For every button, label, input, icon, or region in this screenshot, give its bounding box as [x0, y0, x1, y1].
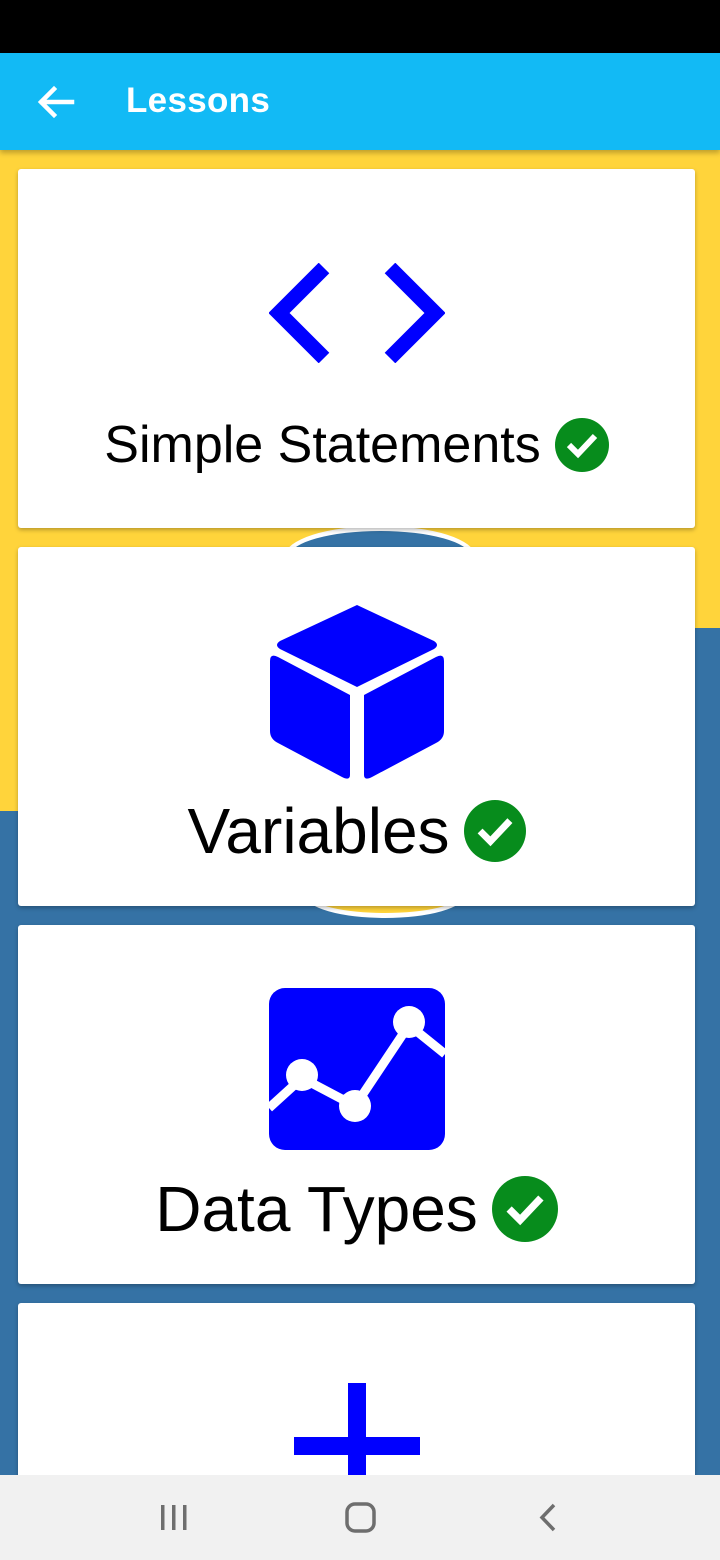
plus-icon	[293, 1383, 420, 1475]
lesson-card-variables[interactable]: Variables	[18, 547, 695, 906]
lesson-list[interactable]: Simple Statements Variables	[0, 150, 720, 1475]
page-title: Lessons	[126, 81, 271, 120]
check-circle-icon	[554, 418, 609, 472]
check-circle-icon	[491, 1176, 558, 1242]
lesson-label: Simple Statements	[18, 415, 695, 475]
line-chart-icon	[268, 988, 445, 1150]
nav-back-icon	[539, 1503, 556, 1532]
lesson-title: Simple Statements	[104, 416, 541, 474]
cube-icon	[269, 605, 444, 779]
lesson-label: Data Types	[18, 1172, 695, 1246]
lesson-title: Data Types	[155, 1173, 478, 1245]
home-icon	[345, 1502, 376, 1533]
arrow-back-icon	[37, 85, 75, 119]
lesson-label: Variables	[18, 794, 695, 868]
recents-button[interactable]	[144, 1495, 204, 1541]
recents-icon	[161, 1505, 187, 1530]
app-bar: Lessons	[0, 53, 720, 150]
lesson-card-operators[interactable]	[18, 1303, 695, 1475]
code-brackets-icon	[268, 263, 445, 363]
nav-back-button[interactable]	[518, 1495, 578, 1541]
home-button[interactable]	[330, 1495, 390, 1541]
lesson-card-simple-statements[interactable]: Simple Statements	[18, 169, 695, 528]
status-bar	[0, 0, 720, 53]
system-nav-bar	[0, 1475, 720, 1560]
check-circle-icon	[463, 800, 526, 862]
lesson-title: Variables	[187, 795, 450, 867]
back-button[interactable]	[32, 82, 80, 122]
lesson-card-data-types[interactable]: Data Types	[18, 925, 695, 1284]
